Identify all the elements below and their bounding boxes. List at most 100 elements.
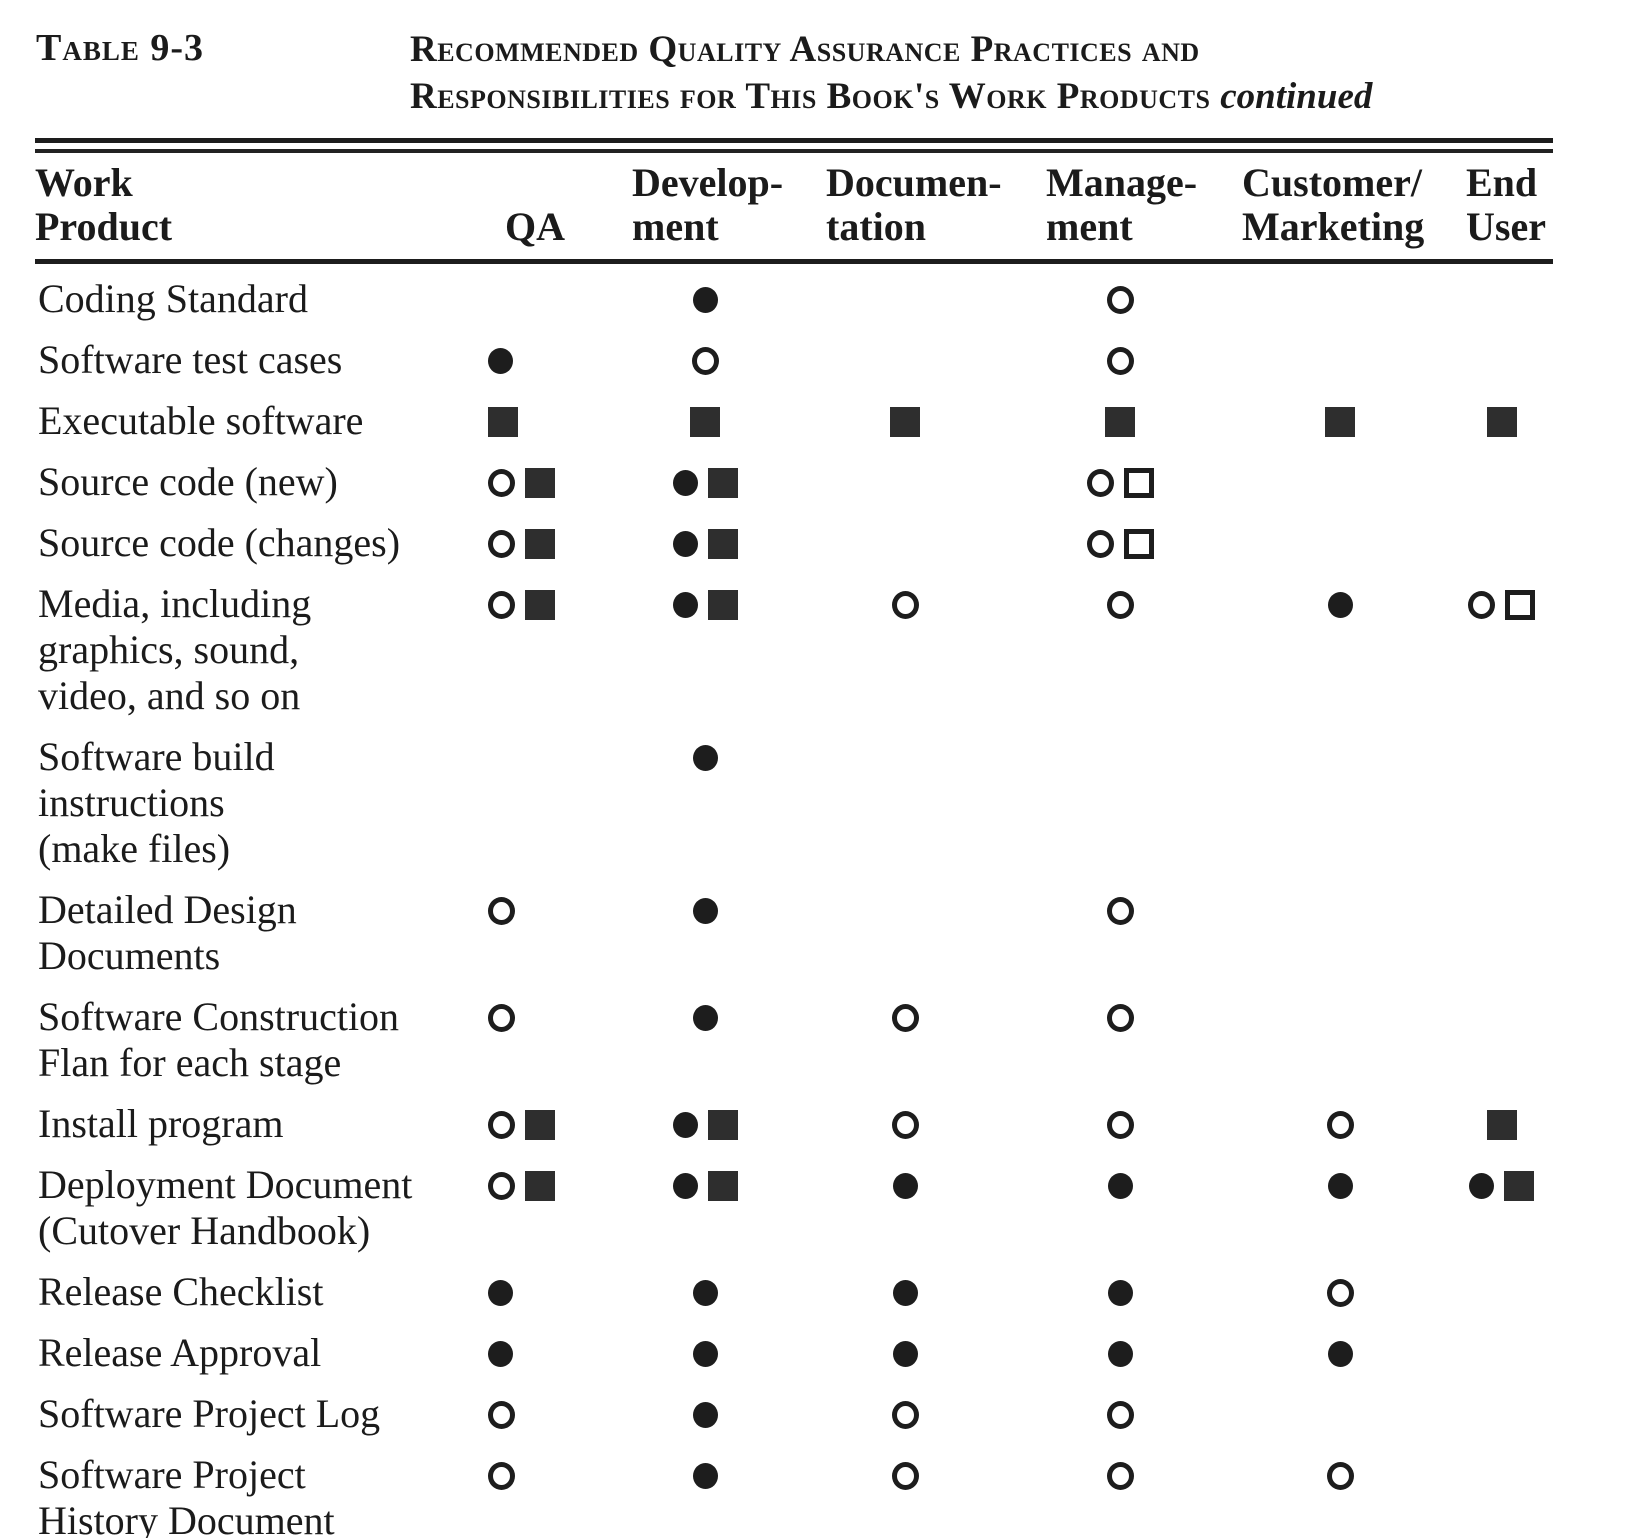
symbol-cell xyxy=(460,1101,610,1162)
symbol-cell xyxy=(610,1269,800,1330)
header-line: Manage- xyxy=(1046,160,1198,205)
symbol-cell xyxy=(610,262,800,338)
symbol-cell xyxy=(1450,520,1553,581)
symbol-cell xyxy=(1010,459,1230,520)
symbol-cell xyxy=(800,734,1010,887)
symbol-cell xyxy=(610,398,800,459)
filled-circle-icon xyxy=(892,1173,918,1200)
symbol-cell xyxy=(460,1269,610,1330)
row-label-line: Deployment Document xyxy=(38,1162,413,1207)
symbol-cell xyxy=(1230,1391,1450,1452)
filled-square-icon xyxy=(707,1110,738,1141)
row-label: Software test cases xyxy=(35,337,460,398)
column-header-work-product: Work Product xyxy=(35,153,460,264)
open-circle-icon xyxy=(488,1462,515,1491)
filled-square-icon xyxy=(1325,407,1355,438)
open-circle-icon xyxy=(488,897,515,926)
symbol-cell xyxy=(800,887,1010,994)
row-label: Media, including graphics, sound, video, a… xyxy=(35,581,460,734)
symbol-cell xyxy=(1230,398,1450,459)
row-label-line: Release Approval xyxy=(38,1330,322,1375)
symbol-cell xyxy=(460,1330,610,1391)
row-label-line: Flan for each stage xyxy=(38,1040,342,1085)
filled-circle-icon xyxy=(488,1280,513,1307)
filled-square-icon xyxy=(707,1171,738,1202)
row-label: Source code (changes) xyxy=(35,520,460,581)
open-circle-icon xyxy=(488,1172,515,1201)
row-label: Software build instructions (make files) xyxy=(35,734,460,887)
header-line: End xyxy=(1466,160,1538,205)
row-label-line: instructions xyxy=(38,780,225,825)
row-label-line: Coding Standard xyxy=(38,276,308,321)
filled-circle-icon xyxy=(1107,1341,1133,1368)
symbol-cell xyxy=(800,1269,1010,1330)
header-line: Marketing xyxy=(1242,204,1425,249)
symbol-cell xyxy=(610,581,800,734)
open-square-icon xyxy=(1123,468,1154,499)
open-circle-icon xyxy=(1468,591,1495,620)
row-label: Release Checklist xyxy=(35,1269,460,1330)
open-circle-icon xyxy=(1086,530,1114,559)
symbol-cell xyxy=(1010,1391,1230,1452)
open-square-icon xyxy=(1505,590,1535,621)
symbol-cell xyxy=(1450,581,1553,734)
open-circle-icon xyxy=(1326,1279,1354,1308)
filled-circle-icon xyxy=(1107,1280,1133,1307)
filled-circle-icon xyxy=(488,1341,513,1368)
column-header-management: Manage- ment xyxy=(1010,153,1230,264)
filled-circle-icon xyxy=(1469,1173,1494,1200)
row-label-line: (Cutover Handbook) xyxy=(38,1208,371,1253)
filled-square-icon xyxy=(525,590,555,621)
symbol-cell xyxy=(460,1391,610,1452)
table-row: Executable software xyxy=(35,398,1553,459)
open-circle-icon xyxy=(1106,1004,1134,1033)
header-line: Product xyxy=(35,204,173,249)
open-circle-icon xyxy=(1086,469,1114,498)
table-row: Software Project History Document xyxy=(35,1452,1553,1538)
symbol-cell xyxy=(1230,1101,1450,1162)
symbol-cell xyxy=(610,1330,800,1391)
header-line: tation xyxy=(826,204,926,249)
open-circle-icon xyxy=(1106,347,1134,376)
table-top-rule xyxy=(35,138,1553,153)
row-label: Source code (new) xyxy=(35,459,460,520)
symbol-cell xyxy=(1450,459,1553,520)
symbol-cell xyxy=(800,581,1010,734)
open-circle-icon xyxy=(891,591,919,620)
symbol-cell xyxy=(1230,887,1450,994)
filled-circle-icon xyxy=(672,1112,698,1139)
table-title-line2: Responsibilities for This Book's Work Pr… xyxy=(410,73,1372,120)
row-label: Software Construction Flan for each stage xyxy=(35,994,460,1101)
row-label: Deployment Document (Cutover Handbook) xyxy=(35,1162,460,1269)
row-label-line: Software test cases xyxy=(38,337,343,382)
symbol-cell xyxy=(1010,734,1230,887)
filled-square-icon xyxy=(525,468,555,499)
symbol-cell xyxy=(610,337,800,398)
symbol-cell xyxy=(1010,1162,1230,1269)
symbol-cell xyxy=(460,887,610,994)
open-circle-icon xyxy=(1106,591,1134,620)
symbol-cell xyxy=(610,520,800,581)
table-row: Software Construction Flan for each stage xyxy=(35,994,1553,1101)
qa-responsibilities-table: Work Product QA Develop- ment Documen- t… xyxy=(35,153,1553,1538)
symbol-cell xyxy=(1450,398,1553,459)
filled-circle-icon xyxy=(692,898,718,925)
open-circle-icon xyxy=(1326,1111,1354,1140)
symbol-cell xyxy=(800,994,1010,1101)
open-circle-icon xyxy=(488,1111,515,1140)
table-row: Detailed Design Documents xyxy=(35,887,1553,994)
symbol-cell xyxy=(1450,262,1553,338)
symbol-cell xyxy=(1010,994,1230,1101)
symbol-cell xyxy=(1230,734,1450,887)
symbol-cell xyxy=(460,262,610,338)
filled-circle-icon xyxy=(892,1280,918,1307)
row-label-line: Media, including xyxy=(38,581,312,626)
row-label: Detailed Design Documents xyxy=(35,887,460,994)
table-title: Recommended Quality Assurance Practices … xyxy=(410,26,1372,120)
symbol-cell xyxy=(1450,1101,1553,1162)
row-label-line: video, and so on xyxy=(38,673,301,718)
symbol-cell xyxy=(800,1101,1010,1162)
filled-circle-icon xyxy=(672,531,698,558)
symbol-cell xyxy=(1230,262,1450,338)
